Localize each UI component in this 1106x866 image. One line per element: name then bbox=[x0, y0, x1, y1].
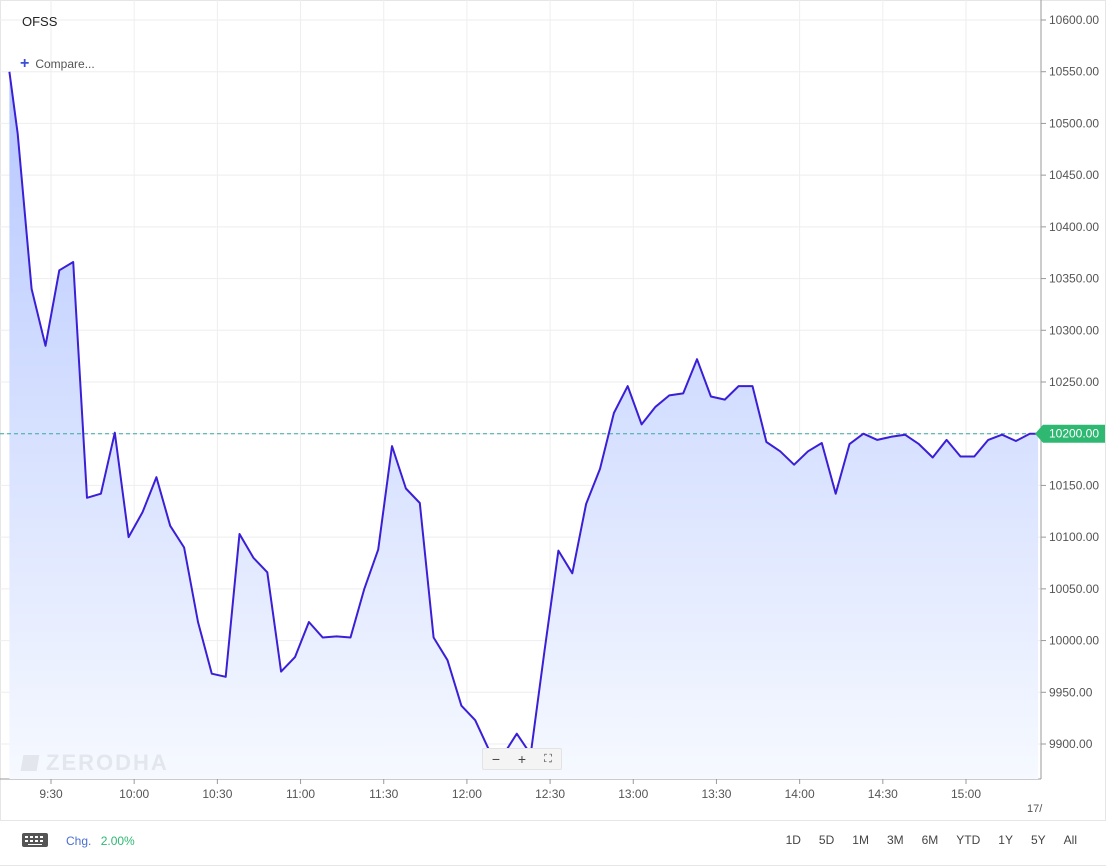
y-tick-label: 10450.00 bbox=[1049, 168, 1099, 182]
period-button-5d[interactable]: 5D bbox=[818, 833, 835, 847]
y-tick-label: 10100.00 bbox=[1049, 530, 1099, 544]
zerodha-logo-icon bbox=[20, 755, 40, 771]
change-value: 2.00% bbox=[100, 834, 135, 848]
price-chart[interactable]: 10600.00 10550.00 10500.00 10450.00 10400.00… bbox=[0, 0, 1106, 820]
series-line-ofss[interactable] bbox=[8, 71, 1039, 757]
period-button-6m[interactable]: 6M bbox=[921, 833, 939, 847]
y-tick-label: 9900.00 bbox=[1049, 737, 1093, 751]
period-button-1m[interactable]: 1M bbox=[852, 833, 869, 847]
fullscreen-icon[interactable]: ⛶ bbox=[544, 752, 552, 765]
current-price-label: 10200.00 bbox=[1049, 427, 1099, 441]
series-area-ofss bbox=[9, 71, 1039, 779]
y-tick-label: 10150.00 bbox=[1049, 478, 1099, 492]
plus-icon: + bbox=[20, 55, 30, 72]
y-tick-label: 10350.00 bbox=[1049, 272, 1099, 286]
x-tick-label: 11:00 bbox=[286, 787, 315, 801]
x-tick-label: 13:30 bbox=[701, 787, 731, 801]
x-tick-label: 14:30 bbox=[868, 787, 898, 801]
y-tick-label: 10250.00 bbox=[1049, 375, 1099, 389]
x-tick-label: 13:00 bbox=[618, 787, 648, 801]
y-tick-label: 10400.00 bbox=[1049, 220, 1099, 234]
compare-button[interactable]: + Compare... bbox=[20, 55, 95, 72]
x-tick-label: 9:30 bbox=[39, 787, 63, 801]
watermark-logo: ZERODHA bbox=[20, 750, 169, 776]
zoom-controls: − + ⛶ bbox=[482, 748, 562, 770]
change-label: Chg. bbox=[66, 834, 92, 848]
x-tick-label: 15:00 bbox=[951, 787, 981, 801]
y-tick-label: 9950.00 bbox=[1049, 685, 1093, 699]
y-tick-label: 10600.00 bbox=[1049, 13, 1099, 27]
period-selector: 1D 5D 1M 3M 6M YTD 1Y 5Y All bbox=[777, 833, 1086, 847]
y-tick-label: 10050.00 bbox=[1049, 582, 1099, 596]
zoom-out-button[interactable]: − bbox=[491, 751, 501, 767]
keyboard-icon[interactable] bbox=[22, 833, 48, 847]
x-tick-label: 10:00 bbox=[119, 787, 149, 801]
x-tick-label: 11:30 bbox=[369, 787, 398, 801]
period-button-all[interactable]: All bbox=[1063, 833, 1077, 847]
x-tick-label: 14:00 bbox=[785, 787, 815, 801]
period-button-3m[interactable]: 3M bbox=[886, 833, 904, 847]
x-tick-label: 12:00 bbox=[452, 787, 482, 801]
chart-area[interactable]: 10600.00 10550.00 10500.00 10450.00 10400.00… bbox=[0, 0, 1106, 820]
x-tick-label: 10:30 bbox=[202, 787, 232, 801]
y-tick-label: 10000.00 bbox=[1049, 634, 1099, 648]
period-button-5y[interactable]: 5Y bbox=[1030, 833, 1046, 847]
period-button-ytd[interactable]: YTD bbox=[956, 833, 981, 847]
footer-bar: Chg. 2.00% 1D 5D 1M 3M 6M YTD 1Y 5Y All bbox=[0, 820, 1106, 865]
symbol-label: OFSS bbox=[22, 14, 58, 29]
x-tick-label: 12:30 bbox=[535, 787, 565, 801]
period-button-1d[interactable]: 1D bbox=[785, 833, 801, 847]
current-price-tag bbox=[1035, 424, 1105, 443]
period-button-1y[interactable]: 1Y bbox=[998, 833, 1013, 847]
compare-label: Compare... bbox=[35, 57, 95, 71]
zoom-in-button[interactable]: + bbox=[517, 751, 527, 767]
y-tick-label: 10300.00 bbox=[1049, 323, 1099, 337]
change-indicator: Chg. 2.00% bbox=[66, 834, 135, 848]
x-edge-date-label: 17/ bbox=[1027, 803, 1043, 815]
y-tick-label: 10550.00 bbox=[1049, 65, 1099, 79]
watermark-text: ZERODHA bbox=[46, 750, 169, 775]
y-tick-label: 10500.00 bbox=[1049, 116, 1099, 130]
